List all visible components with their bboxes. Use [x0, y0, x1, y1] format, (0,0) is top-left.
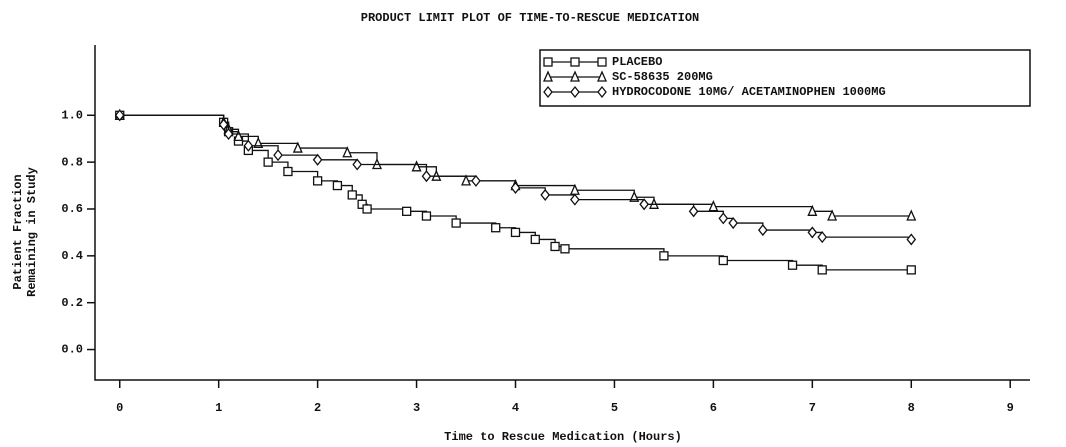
- y-axis-label: Patient Fraction: [11, 174, 25, 289]
- marker: [807, 226, 818, 239]
- marker: [550, 241, 560, 252]
- marker: [560, 244, 570, 254]
- marker: [827, 209, 838, 221]
- x-axis-label: Time to Rescue Medication (Hours): [444, 430, 682, 444]
- marker: [758, 224, 768, 237]
- y-tick-label: 0.4: [61, 249, 83, 263]
- marker: [332, 180, 343, 191]
- marker: [411, 160, 422, 172]
- legend-label: HYDROCODONE 10MG/ ACETAMINOPHEN 1000MG: [612, 85, 886, 99]
- x-tick-label: 2: [314, 401, 321, 415]
- marker: [708, 200, 719, 212]
- marker: [570, 85, 580, 99]
- marker: [718, 212, 729, 225]
- x-tick-label: 4: [512, 401, 519, 415]
- marker: [461, 174, 472, 186]
- marker: [570, 193, 580, 206]
- series-line: [119, 114, 912, 240]
- marker: [312, 176, 323, 186]
- marker: [347, 190, 357, 200]
- y-axis-label: Remaining in Study: [25, 167, 39, 297]
- marker: [352, 158, 363, 171]
- marker: [218, 118, 229, 131]
- legend-label: PLACEBO: [612, 55, 662, 69]
- marker: [292, 141, 303, 153]
- marker: [223, 127, 234, 141]
- x-tick-label: 7: [809, 401, 816, 415]
- marker: [421, 170, 432, 183]
- marker: [530, 234, 540, 245]
- y-tick-label: 0.8: [61, 155, 83, 169]
- y-tick-label: 0.6: [61, 202, 83, 216]
- marker: [570, 57, 580, 67]
- marker: [273, 149, 283, 162]
- x-tick-label: 3: [413, 401, 420, 415]
- marker: [451, 218, 461, 228]
- marker: [421, 211, 432, 221]
- marker: [283, 166, 293, 177]
- marker: [362, 204, 372, 214]
- marker: [543, 57, 553, 67]
- y-tick-label: 1.0: [61, 108, 83, 122]
- marker: [263, 157, 273, 167]
- marker: [114, 109, 125, 122]
- marker: [596, 70, 608, 82]
- marker: [357, 199, 367, 209]
- marker: [817, 231, 828, 244]
- x-tick-label: 0: [116, 401, 123, 415]
- chart-title: PRODUCT LIMIT PLOT OF TIME-TO-RESCUE MED…: [361, 11, 699, 25]
- legend-box: [539, 49, 1031, 107]
- x-tick-label: 6: [710, 401, 717, 415]
- marker: [906, 209, 917, 221]
- marker: [728, 217, 739, 230]
- marker: [569, 70, 581, 82]
- x-tick-label: 5: [611, 401, 618, 415]
- x-tick-label: 8: [908, 401, 915, 415]
- marker: [243, 139, 254, 152]
- marker: [342, 146, 353, 158]
- marker: [491, 223, 501, 233]
- legend-label: SC-58635 200MG: [612, 70, 713, 84]
- y-tick-label: 0.2: [61, 296, 83, 310]
- marker: [688, 205, 699, 218]
- marker: [597, 85, 607, 99]
- marker: [540, 188, 551, 201]
- x-tick-label: 1: [215, 401, 222, 415]
- marker: [787, 260, 798, 270]
- x-tick-label: 9: [1007, 401, 1014, 415]
- marker: [402, 206, 412, 216]
- marker: [471, 174, 481, 187]
- marker: [543, 85, 553, 99]
- marker: [510, 181, 521, 194]
- y-tick-label: 0.0: [61, 343, 83, 357]
- marker: [718, 255, 728, 266]
- marker: [906, 233, 917, 246]
- marker: [510, 227, 521, 238]
- marker: [597, 57, 607, 67]
- marker: [807, 204, 818, 216]
- marker: [906, 265, 916, 275]
- marker: [817, 265, 827, 275]
- axes: [94, 45, 1030, 381]
- marker: [233, 129, 244, 142]
- marker: [639, 198, 649, 211]
- marker: [312, 153, 323, 166]
- marker: [659, 251, 669, 261]
- marker: [542, 70, 554, 82]
